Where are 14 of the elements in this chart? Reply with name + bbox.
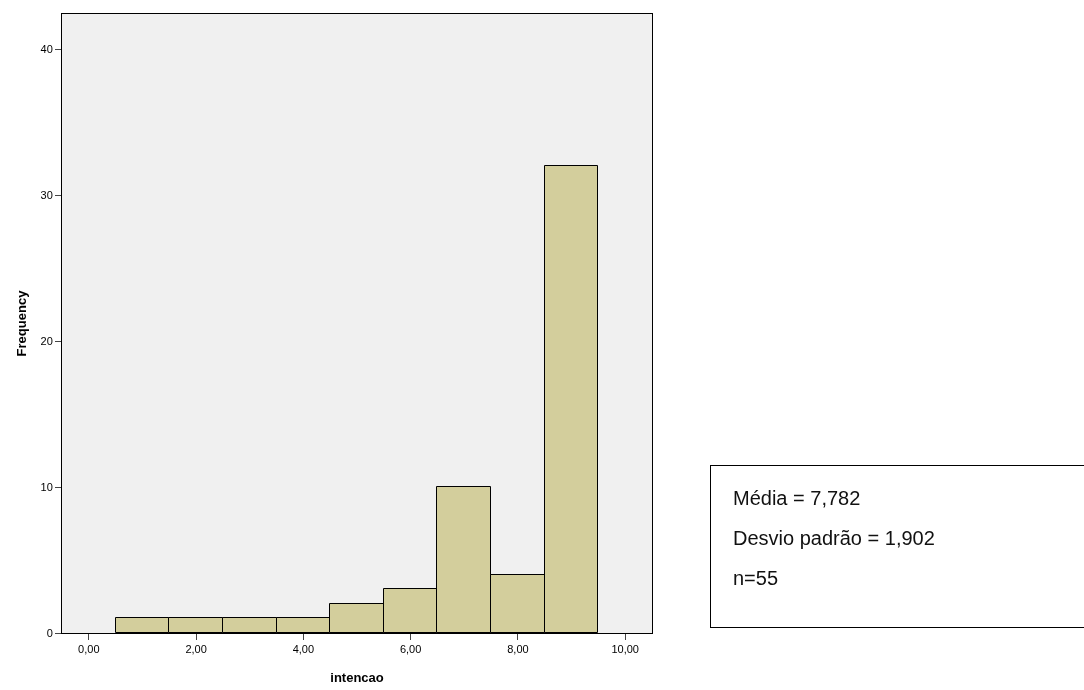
stats-box: Média = 7,782 Desvio padrão = 1,902 n=55: [710, 465, 1084, 628]
x-tick-label: 6,00: [399, 643, 422, 656]
y-tick-label: 40: [40, 42, 53, 55]
y-tick-label: 10: [40, 480, 53, 493]
x-tick-label: 0,00: [78, 643, 100, 656]
x-tick-label: 2,00: [185, 643, 207, 656]
y-tick-label: 30: [40, 188, 53, 201]
y-tick-label: 0: [46, 626, 53, 639]
x-tick-label: 4,00: [292, 643, 315, 656]
y-axis-title: Frequency: [14, 289, 29, 357]
x-axis-title: intencao: [330, 670, 384, 685]
x-tick-label: 8,00: [507, 643, 529, 656]
x-tick-label: 10,00: [611, 643, 639, 656]
y-tick-label: 20: [40, 334, 53, 347]
